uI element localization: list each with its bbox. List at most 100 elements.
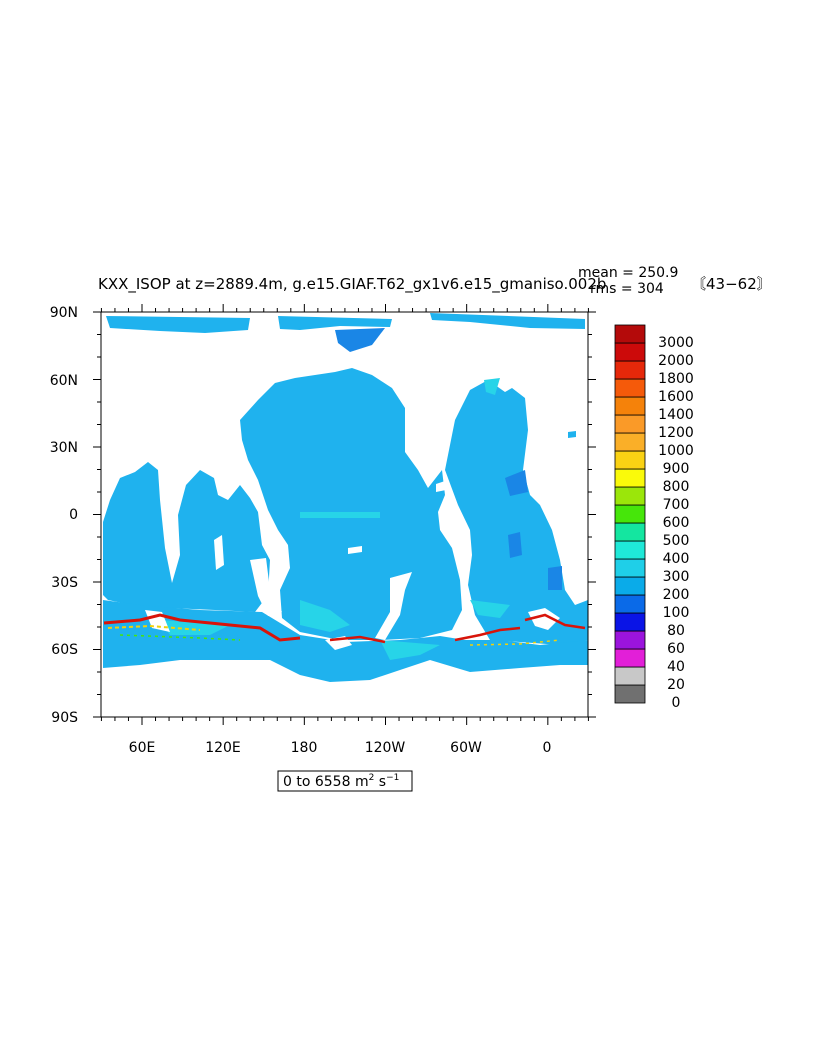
colorbar-swatch (614, 468, 646, 488)
colorbar-swatch (614, 450, 646, 470)
hotspot-streak-3 (329, 635, 386, 644)
land-antarctic-peninsula (375, 572, 412, 640)
colorbar-level-label: 3000 (658, 335, 694, 351)
longitude-labels: 60E 120E 180 120W 60W 0 (129, 740, 552, 756)
colorbar-swatch (614, 504, 646, 524)
arctic-ocean-west (278, 316, 392, 330)
lat-label-eq: 0 (69, 507, 78, 523)
lat-label-60s: 60S (51, 642, 78, 658)
colorbar-swatch (614, 594, 646, 614)
circumpolar-hotspots (103, 613, 586, 646)
ocean-light-spot-npacific (484, 378, 500, 395)
colorbar-swatch (614, 612, 646, 632)
colorbar-swatch (614, 342, 646, 362)
colorbar-level-label: 200 (663, 587, 690, 603)
colorbar-level-label: 1400 (658, 407, 694, 423)
southern-ocean (103, 600, 588, 682)
colorbar-level-label: 700 (663, 497, 690, 513)
colorbar-swatch (614, 648, 646, 668)
range-label: 0 to 6558 m2 s−1 (277, 770, 413, 792)
colorbar-swatch (614, 396, 646, 416)
hotspot-streak-4 (454, 626, 521, 642)
lat-label-90s: 90S (51, 710, 78, 726)
colorbar-level-label: 1800 (658, 371, 694, 387)
mean-label: mean = 250.9 (578, 265, 678, 281)
hotspot-streak-1 (103, 613, 301, 642)
ocean-deep-patch-1 (505, 470, 528, 496)
colorbar: 0 20 40 60 80 100 200 300 400 500 600 700 800 900 1000… (614, 324, 694, 711)
colorbar-level-label: 600 (663, 515, 690, 531)
colorbar-level-label: 300 (663, 569, 690, 585)
colorbar-level-label: 1000 (658, 443, 694, 459)
colorbar-swatch (614, 360, 646, 380)
lon-label-0: 0 (543, 740, 552, 756)
hotspot-streak-5 (524, 613, 586, 630)
land-nz (145, 610, 170, 632)
hotspot-streak-6 (119, 634, 241, 641)
colorbar-level-label: 800 (663, 479, 690, 495)
lon-label-180: 180 (291, 740, 318, 756)
lat-label-30n: 30N (50, 440, 78, 456)
colorbar-level-label: 2000 (658, 353, 694, 369)
ocean-light-patch-4 (470, 600, 510, 618)
colorbar-level-label: 500 (663, 533, 690, 549)
colorbar-level-label: 80 (667, 623, 685, 639)
ocean-light-patch-5 (300, 512, 380, 518)
colorbar-level-label: 1600 (658, 389, 694, 405)
colorbar-swatch (614, 486, 646, 506)
land-australia-east (250, 558, 282, 616)
indian-ocean (103, 462, 270, 612)
land-pacific-islands (348, 546, 362, 554)
range-label-text: 0 to 6558 m2 s−1 (283, 773, 399, 790)
colorbar-swatch (614, 414, 646, 434)
map-panel (93, 304, 596, 725)
axis-ticks (93, 304, 596, 725)
colorbar-level-label: 0 (672, 695, 681, 711)
colorbar-level-label: 900 (663, 461, 690, 477)
colorbar-level-label: 100 (663, 605, 690, 621)
ocean-light-patch-1 (300, 600, 350, 632)
colorbar-swatch (614, 522, 646, 542)
lon-label-60e: 60E (129, 740, 156, 756)
range-label-box (277, 770, 413, 792)
colorbar-swatch (614, 324, 646, 344)
arctic-ocean-east (106, 316, 250, 333)
land-madagascar (214, 535, 224, 570)
lon-label-120w: 120W (365, 740, 406, 756)
lat-label-60n: 60N (50, 373, 78, 389)
colorbar-level-label: 400 (663, 551, 690, 567)
colorbar-swatch (614, 558, 646, 578)
colorbar-swatch (614, 432, 646, 452)
colorbar-swatch (614, 666, 646, 686)
ocean-field (103, 313, 588, 682)
lat-label-90n: 90N (50, 305, 78, 321)
rms-label: rms = 304 (590, 281, 664, 297)
year-range: 〘43−62〙 (691, 275, 772, 293)
colorbar-swatch (614, 684, 646, 704)
colorbar-swatch (614, 540, 646, 560)
ocean-deep-patch-2 (508, 532, 522, 558)
pacific-ocean (240, 368, 462, 640)
colorbar-swatch (614, 576, 646, 596)
ocean-small-spot (568, 431, 576, 438)
lon-label-60w: 60W (450, 740, 482, 756)
plot-title: KXX_ISOP at z=2889.4m, g.e15.GIAF.T62_gx… (98, 275, 606, 294)
land-carib (436, 480, 448, 492)
ocean-deep-patch-3 (548, 566, 562, 590)
colorbar-level-label: 40 (667, 659, 685, 675)
lat-label-30s: 30S (51, 575, 78, 591)
colorbar-swatch (614, 630, 646, 650)
hotspot-streak-7 (469, 639, 561, 646)
lon-label-120e: 120E (205, 740, 241, 756)
colorbar-level-label: 1200 (658, 425, 694, 441)
hotspot-streak-2 (107, 624, 201, 631)
colorbar-swatch (614, 378, 646, 398)
arctic-ocean-atlantic (430, 313, 585, 329)
latitude-labels: 90N 60N 30N 0 30S 60S 90S (50, 305, 78, 726)
arctic-bay (335, 328, 385, 352)
ocean-light-patch-2 (380, 640, 440, 660)
colorbar-level-label: 20 (667, 677, 685, 693)
land-south-georgia (528, 608, 560, 630)
colorbar-level-label: 60 (667, 641, 685, 657)
